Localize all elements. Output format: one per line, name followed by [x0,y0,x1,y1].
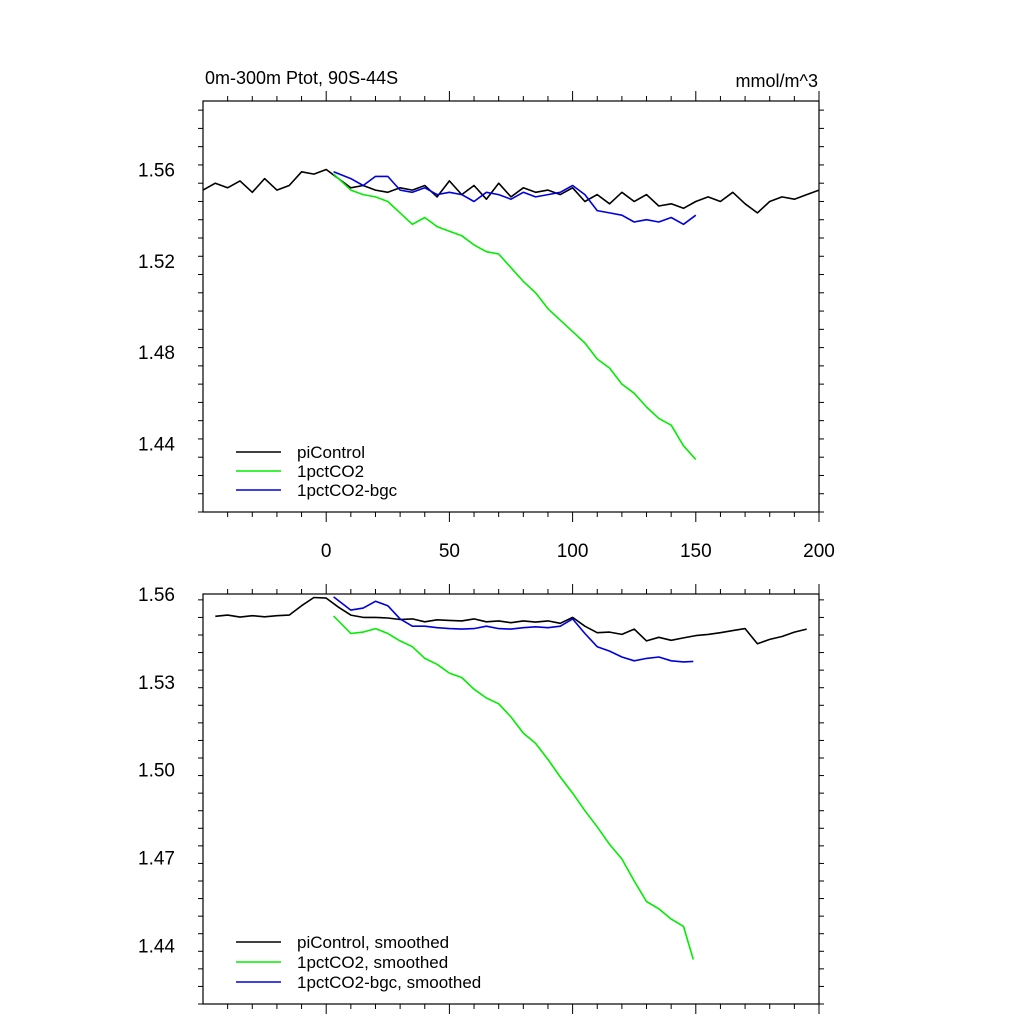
legend-label: 1pctCO2 [297,462,364,481]
legend-label: piControl [297,443,365,462]
y-tick-label: 1.47 [138,849,175,870]
legend-label: piControl, smoothed [297,933,449,952]
x-tick-label: 100 [557,541,589,562]
top-plot-frame [202,100,820,513]
legend-label: 1pctCO2-bgc [297,481,398,500]
y-tick-label: 1.56 [138,161,175,182]
x-tick-label: 200 [803,541,835,562]
top-title-right: mmol/m^3 [736,71,818,91]
y-tick-label: 1.52 [138,252,175,273]
x-tick-label: 150 [680,541,712,562]
series-line-picontrol [202,168,820,214]
legend-label: 1pctCO2, smoothed [297,953,448,972]
top-title-left: 0m-300m Ptot, 90S-44S [205,68,398,88]
legend-label: 1pctCO2-bgc, smoothed [297,973,481,992]
series-line-1pctco2 [333,173,697,461]
y-tick-label: 1.44 [138,936,175,957]
y-tick-label: 1.48 [138,343,175,364]
series-line-picontrol-smoothed [215,596,807,645]
y-tick-label: 1.50 [138,761,175,782]
series-line-1pctco2-bgc [333,171,697,226]
y-tick-label: 1.53 [138,673,175,694]
series-line-1pctco2-smoothed [333,615,695,960]
bottom-plot-frame [202,593,820,1005]
x-tick-label: 0 [321,541,332,562]
top-panel: 0m-300m Ptot, 90S-44S mmol/m^3 0 50 100 150… [138,68,835,562]
y-tick-label: 1.56 [138,585,175,606]
bottom-panel: 1.44 1.47 1.50 1.53 1.56 piControl, smoothed… [138,584,824,1014]
x-tick-label: 50 [439,541,460,562]
y-tick-label: 1.44 [138,435,175,456]
series-line-1pctco2-bgc-smoothed [333,596,694,663]
